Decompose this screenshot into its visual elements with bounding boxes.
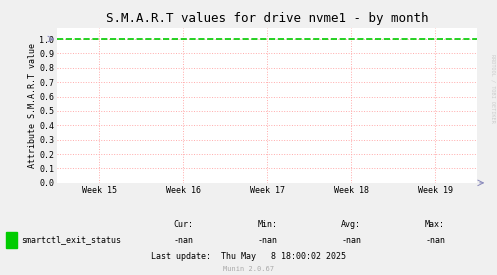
Text: Cur:: Cur: — [173, 220, 193, 229]
Text: Munin 2.0.67: Munin 2.0.67 — [223, 266, 274, 272]
Text: RRDTOOL / TOBI OETIKER: RRDTOOL / TOBI OETIKER — [491, 54, 496, 122]
Text: -nan: -nan — [425, 236, 445, 244]
Text: -nan: -nan — [341, 236, 361, 244]
Text: -nan: -nan — [173, 236, 193, 244]
Text: -nan: -nan — [257, 236, 277, 244]
Text: Max:: Max: — [425, 220, 445, 229]
Text: smartctl_exit_status: smartctl_exit_status — [21, 236, 121, 244]
Text: Avg:: Avg: — [341, 220, 361, 229]
Y-axis label: Attribute S.M.A.R.T value: Attribute S.M.A.R.T value — [28, 43, 37, 168]
Text: Last update:  Thu May   8 18:00:02 2025: Last update: Thu May 8 18:00:02 2025 — [151, 252, 346, 261]
Text: Min:: Min: — [257, 220, 277, 229]
Title: S.M.A.R.T values for drive nvme1 - by month: S.M.A.R.T values for drive nvme1 - by mo… — [106, 12, 428, 25]
